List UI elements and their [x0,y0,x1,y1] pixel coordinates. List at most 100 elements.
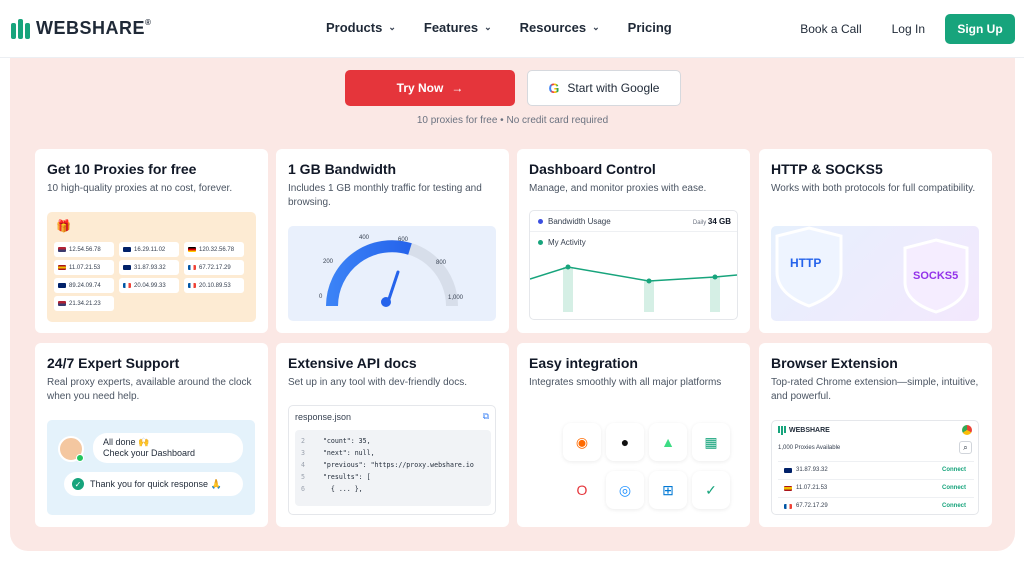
proxy-ip-item: 67.72.17.29 [184,260,244,275]
flag-fr-icon [188,265,196,270]
proxy-ip-item: 11.07.21.53 [54,260,114,275]
code-line: 6 { ... }, [301,485,363,493]
signup-button[interactable]: Sign Up [945,14,1015,44]
online-indicator [76,454,84,462]
flag-es-icon [58,265,66,270]
chevron-down-icon: ⌄ [592,22,600,32]
gauge-label: 0 [319,294,323,300]
code-line: 5 "results": [ [301,473,371,481]
extension-popup-visual: WEBSHARE 1,000 Proxies Available ⌕ 31.87… [771,420,979,515]
api-code-visual: response.json ⧉ 2 "count": 35, 3 "next": … [288,405,496,515]
card-title: Extensive API docs [288,355,417,371]
code-line: 4 "previous": "https://proxy.webshare.io [301,461,474,469]
activity-point [712,274,718,280]
proxy-ip-item: 20.04.99.33 [119,278,179,293]
google-icon: G [548,80,560,96]
flag-uk-icon [123,265,131,270]
connect-button[interactable]: Connect [942,467,966,473]
card-integration: Easy integration Integrates smoothly wit… [517,343,750,527]
menu-pricing[interactable]: Pricing [627,20,672,35]
activity-point [646,278,652,284]
copy-icon[interactable]: ⧉ [482,411,489,421]
flag-fr-icon [123,283,131,288]
proxy-ip-item: 120.32.56.78 [184,242,244,257]
flag-us-icon [58,301,66,306]
extension-brand: WEBSHARE [778,426,830,435]
features-panel: Try Now → G Start with Google 10 proxies… [10,58,1015,551]
card-title: Dashboard Control [529,161,656,177]
json-code-block: 2 "count": 35, 3 "next": null, 4 "previous… [295,430,491,506]
proxy-list-visual: 🎁 12.54.56.78 16.29.11.02 120.32.56.78 11.0… [47,212,256,322]
activity-line [530,266,737,282]
connect-button[interactable]: Connect [942,485,966,491]
try-now-button[interactable]: Try Now → [345,70,515,106]
support-chat-visual: All done 🙌 Check your Dashboard ✓ Thank … [47,420,255,515]
login-link[interactable]: Log In [891,22,925,36]
arrow-right-icon: → [451,81,464,95]
proxy-ip-item: 12.54.56.78 [54,242,114,257]
card-support: 24/7 Expert Support Real proxy experts, … [35,343,268,527]
chevron-down-icon: ⌄ [484,22,492,32]
card-dashboard: Dashboard Control Manage, and monitor pr… [517,149,750,333]
cta-row: Try Now → G Start with Google [345,70,681,106]
proxy-ip-item: 21.34.21.23 [54,296,114,311]
chat-bubble-agent: All done 🙌 Check your Dashboard [93,433,243,463]
windows-icon: ⊞ [649,471,687,509]
gauge-label: 1,000 [448,295,464,301]
webshare-logo-icon [11,18,30,39]
gauge-fill [326,240,412,307]
speed-gauge [326,240,458,307]
flag-us-icon [58,247,66,252]
connect-button[interactable]: Connect [942,503,966,509]
firefox-icon: ◉ [563,423,601,461]
activity-point [565,264,571,270]
gauge-label: 800 [436,260,447,266]
try-now-label: Try Now [396,81,444,95]
gauge-needle [386,270,400,304]
menu-resources[interactable]: Resources ⌄ [519,20,600,35]
activity-bar [563,267,573,312]
flag-es-icon [784,485,792,491]
gift-icon: 🎁 [56,219,71,233]
flag-fr-icon [188,283,196,288]
flag-fr-icon [784,503,792,509]
chrome-icon [962,425,972,435]
proxies-available-label: 1,000 Proxies Available [778,445,841,451]
flag-uk-icon [58,283,66,288]
activity-chart [530,264,737,312]
book-call-link[interactable]: Book a Call [800,22,862,36]
extension-proxy-row: 31.87.93.32 Connect [778,461,974,478]
code-line: 2 "count": 35, [301,437,371,445]
card-title: 24/7 Expert Support [47,355,180,371]
daily-usage: Daily 34 GB [692,217,731,226]
card-desc: Real proxy experts, available around the… [47,377,252,402]
card-title: Get 10 Proxies for free [47,161,197,177]
proxy-ip-item: 20.10.89.53 [184,278,244,293]
http-shield-icon [775,226,843,308]
activity-bar [644,281,654,312]
webshare-logo[interactable]: WEBSHARE® [11,18,151,39]
card-title: Easy integration [529,355,638,371]
card-title: HTTP & SOCKS5 [771,161,883,177]
proxy-ip-item: 16.29.11.02 [119,242,179,257]
gauge-track [326,240,458,307]
extension-proxy-row: 67.72.17.29 Connect [778,497,974,514]
safari-icon: ◎ [606,471,644,509]
flag-uk-icon [123,247,131,252]
menu-products[interactable]: Products ⌄ [326,20,396,35]
avatar [58,436,84,462]
bandwidth-usage-row: Bandwidth Usage [538,217,611,226]
gauge-label: 200 [323,259,334,265]
search-icon[interactable]: ⌕ [959,441,972,454]
card-desc: Integrates smoothly with all major platf… [529,377,722,388]
nav-actions: Book a Call Log In Sign Up [800,14,1015,44]
card-desc: 10 high-quality proxies at no cost, fore… [47,183,233,194]
menu-features[interactable]: Features ⌄ [423,20,492,35]
chat-bubble-user: ✓ Thank you for quick response 🙏 [64,472,243,496]
card-desc: Set up in any tool with dev-friendly doc… [288,377,467,388]
proxy-ip-item: 89.24.09.74 [54,278,114,293]
gauge-hub [381,297,391,307]
card-title: 1 GB Bandwidth [288,161,397,177]
google-signin-label: Start with Google [567,81,660,95]
google-signin-button[interactable]: G Start with Google [527,70,681,106]
